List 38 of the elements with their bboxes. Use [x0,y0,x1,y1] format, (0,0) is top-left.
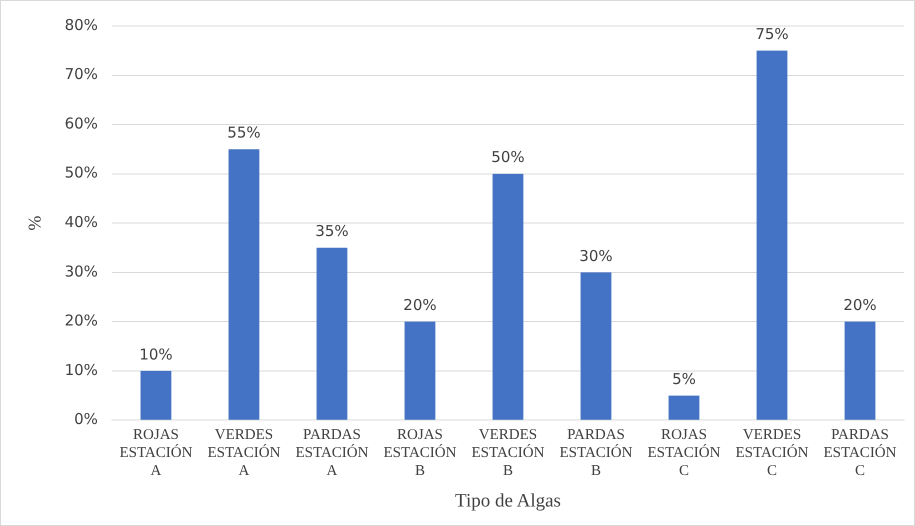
y-tick-label: 0% [74,410,98,428]
bar [668,396,700,420]
data-label: 35% [315,222,349,240]
bar [756,50,788,420]
data-label: 75% [755,25,789,44]
bar [844,322,876,420]
x-tick-label: VERDES ESTACIÓN A [207,427,281,480]
y-axis-title: % [24,216,45,231]
data-label: 30% [579,246,613,265]
x-tick-label: PARDAS ESTACIÓN A [295,427,369,480]
y-tick-label: 10% [64,360,98,379]
x-tick-label: ROJAS ESTACIÓN C [648,427,721,480]
bar [492,174,524,420]
x-tick-label: VERDES ESTACIÓN B [471,427,545,480]
x-tick-label: PARDAS ESTACIÓN C [824,427,897,480]
y-tick-label: 20% [64,312,98,330]
y-tick-label: 60% [64,114,98,132]
y-tick-label: 30% [64,262,98,280]
y-tick-label: 80% [64,16,98,34]
x-axis-title: Tipo de Algas [455,490,561,512]
x-tick-label: ROJAS ESTACIÓN A [119,427,193,480]
data-label: 55% [227,124,261,142]
bar [140,370,172,420]
data-label: 20% [843,296,877,314]
y-tick-label: 70% [64,65,98,84]
x-tick-label: ROJAS ESTACIÓN B [383,427,457,480]
bar [316,248,348,420]
x-tick-label: PARDAS ESTACIÓN B [559,427,633,480]
data-label: 20% [403,296,437,314]
y-tick-label: 50% [64,164,98,182]
bar [580,272,612,420]
y-tick-label: 40% [64,212,98,231]
data-label: 5% [672,370,696,388]
bar [404,322,436,420]
x-tick-label: VERDES ESTACIÓN C [736,427,809,480]
data-label: 50% [491,148,525,166]
data-label: 10% [139,345,173,364]
bar [228,149,260,420]
